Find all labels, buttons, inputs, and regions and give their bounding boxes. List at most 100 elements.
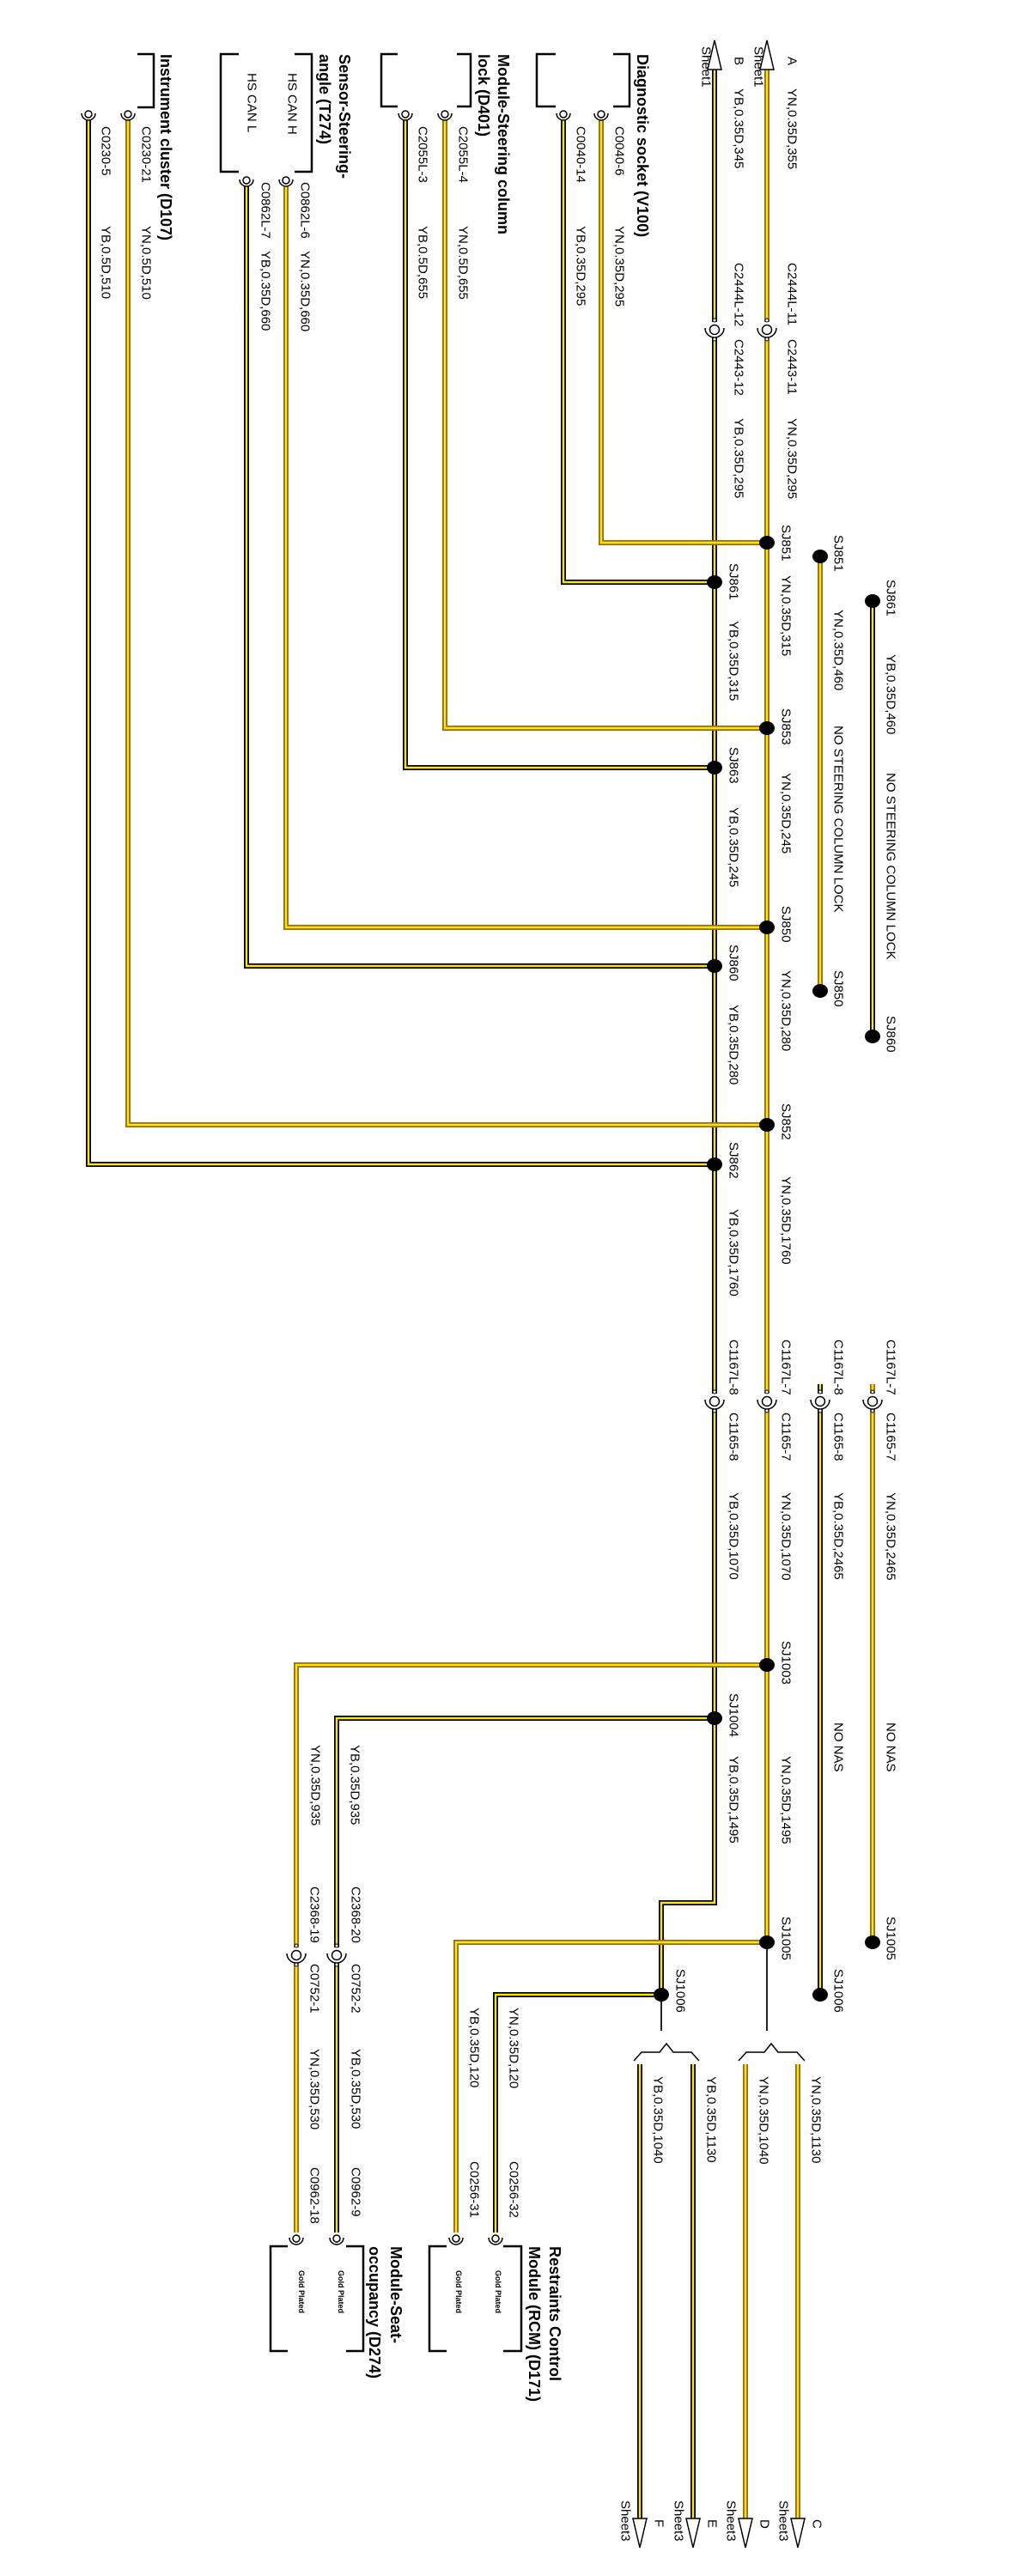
component-title: lock (D401) bbox=[475, 54, 492, 137]
branch-wire bbox=[125, 120, 767, 1127]
inline-connector-icon bbox=[757, 1389, 777, 1413]
arrow-up-icon[interactable] bbox=[707, 39, 722, 70]
trunk-wire-b bbox=[659, 69, 717, 1995]
connector-bracket bbox=[295, 52, 313, 173]
branch-wire bbox=[294, 1662, 767, 2233]
connector-bracket bbox=[613, 52, 631, 108]
splice-label: SJ863 bbox=[727, 747, 741, 784]
pin-note: Gold Plated bbox=[494, 2270, 502, 2313]
wire-label: YB,0.35D,1130 bbox=[704, 2076, 719, 2163]
branch-wire bbox=[599, 120, 767, 545]
splice-dot-icon bbox=[759, 536, 775, 550]
wire-label: C2444L-12 bbox=[732, 263, 746, 326]
inline-connector-icon bbox=[757, 318, 777, 342]
pin-terminal-icon bbox=[329, 2234, 344, 2245]
connector-bracket bbox=[428, 2245, 447, 2353]
pin-terminal-icon bbox=[448, 2234, 464, 2245]
wire-label: YN,0.5D,655 bbox=[456, 226, 471, 300]
wire-label: YN,0.35D,1040 bbox=[757, 2076, 771, 2165]
pin-terminal-icon bbox=[278, 176, 294, 187]
connector-label: C0230-5 bbox=[99, 126, 113, 176]
splice-dot-icon bbox=[707, 575, 722, 589]
wire-label: C1165-8 bbox=[727, 1413, 741, 1461]
connector-label: C2368-20 bbox=[349, 1886, 363, 1943]
wire-label: C1165-8 bbox=[831, 1413, 846, 1461]
component-title: Restraints Control bbox=[546, 2246, 563, 2381]
wire-label: YN,0.35D,245 bbox=[779, 773, 794, 854]
wire-label: YN,0.35D,120 bbox=[507, 2008, 521, 2088]
splice-label: SJ1005 bbox=[779, 1917, 794, 1960]
arrow-down-icon[interactable] bbox=[790, 2518, 806, 2549]
arrow-up-icon[interactable] bbox=[759, 39, 775, 70]
wire-label: YB,0.35D,2465 bbox=[831, 1492, 846, 1580]
connector-bracket bbox=[346, 2245, 365, 2353]
wire-label: YN,0.35D,460 bbox=[831, 610, 846, 690]
off-sheet-letter: B bbox=[732, 57, 746, 65]
wire-label: YN,0.35D,2465 bbox=[884, 1492, 898, 1581]
off-sheet-ref: Sheet1 bbox=[699, 46, 714, 88]
connector-label: C0862L-7 bbox=[259, 182, 273, 239]
wire-label: NO NAS bbox=[884, 1722, 898, 1772]
component-title: occupancy (D274) bbox=[366, 2246, 383, 2379]
wire-label: C2443-11 bbox=[785, 339, 800, 395]
wire-label: YB,0.35D,1760 bbox=[727, 1209, 741, 1297]
wire-label: YN,0.35D,280 bbox=[779, 970, 794, 1051]
splice-label: SJ852 bbox=[779, 1103, 794, 1140]
splice-dot-icon bbox=[707, 959, 722, 973]
wire-label: C1167L-8 bbox=[831, 1340, 846, 1395]
connector-bracket bbox=[137, 52, 155, 109]
brace-icon bbox=[633, 2042, 700, 2062]
pin-note: HS CAN H bbox=[285, 73, 300, 135]
wire-label: YN,0.35D,1130 bbox=[809, 2076, 824, 2163]
off-sheet-letter: C bbox=[810, 2519, 824, 2529]
connector-bracket bbox=[535, 52, 556, 108]
branch-wire bbox=[283, 186, 767, 930]
wire-label: YB,0.35D,530 bbox=[349, 2049, 363, 2129]
branch-wire bbox=[453, 1940, 767, 2233]
pin-note: HS CAN L bbox=[245, 73, 259, 132]
arrow-down-icon[interactable] bbox=[685, 2518, 701, 2549]
splice-dot-icon bbox=[865, 594, 880, 608]
connector-label: C0752-2 bbox=[349, 1964, 363, 2014]
splice-dot-icon bbox=[759, 1658, 775, 1672]
wires-layer bbox=[86, 69, 875, 2522]
pin-note: Gold Plated bbox=[337, 2270, 345, 2313]
wire-label: YN,0.35D,355 bbox=[785, 88, 800, 169]
wire-label: YN,0.35D,660 bbox=[298, 251, 313, 331]
arrow-down-icon[interactable] bbox=[738, 2518, 753, 2549]
connector-label: C0230-21 bbox=[139, 126, 154, 183]
inline-connector-icon bbox=[704, 318, 725, 342]
wire-label: YB,0.35D,280 bbox=[727, 1005, 741, 1084]
off-sheet-letter: F bbox=[652, 2519, 666, 2527]
splice-dot-icon bbox=[654, 1988, 669, 2002]
splice-label: SJ1006 bbox=[673, 1969, 688, 2013]
connector-label: C2368-19 bbox=[307, 1886, 322, 1943]
wire-label: SJ861 bbox=[884, 580, 898, 617]
splice-label: SJ1004 bbox=[727, 1693, 741, 1737]
wire-label: C2444L-11 bbox=[785, 263, 800, 325]
pin-terminal-icon bbox=[239, 176, 254, 187]
off-sheet-ref: Sheet3 bbox=[724, 2500, 739, 2542]
pin-terminal-icon bbox=[437, 110, 453, 121]
inline-connector-icon bbox=[326, 1943, 347, 1967]
splice-dot-icon bbox=[707, 1157, 722, 1171]
brace-icon bbox=[738, 2042, 806, 2062]
arrow-down-icon[interactable] bbox=[632, 2518, 648, 2549]
splice-label: SJ850 bbox=[779, 906, 794, 943]
wire-label: YN,0.35D,1760 bbox=[779, 1176, 794, 1265]
branch-wire bbox=[493, 1992, 661, 2233]
pin-terminal-icon bbox=[398, 110, 413, 121]
wire-label: C1167L-7 bbox=[779, 1340, 794, 1395]
connector-label: C0962-9 bbox=[349, 2167, 363, 2217]
inline-connector-icon bbox=[286, 1943, 307, 1967]
splice-dot-icon bbox=[707, 1711, 722, 1725]
wire-label: YN,0.35D,315 bbox=[779, 575, 794, 656]
off-sheet-letter: E bbox=[705, 2519, 720, 2528]
connector-bracket bbox=[380, 52, 398, 108]
off-sheet-letter: A bbox=[785, 57, 800, 65]
wire-label: YB,0.35D,1070 bbox=[727, 1492, 741, 1580]
wire-label: YB,0.35D,245 bbox=[727, 807, 741, 887]
wire-label: YB,0.35D,460 bbox=[884, 654, 898, 734]
pin-terminal-icon bbox=[120, 110, 136, 121]
pin-terminal-icon bbox=[81, 110, 96, 121]
